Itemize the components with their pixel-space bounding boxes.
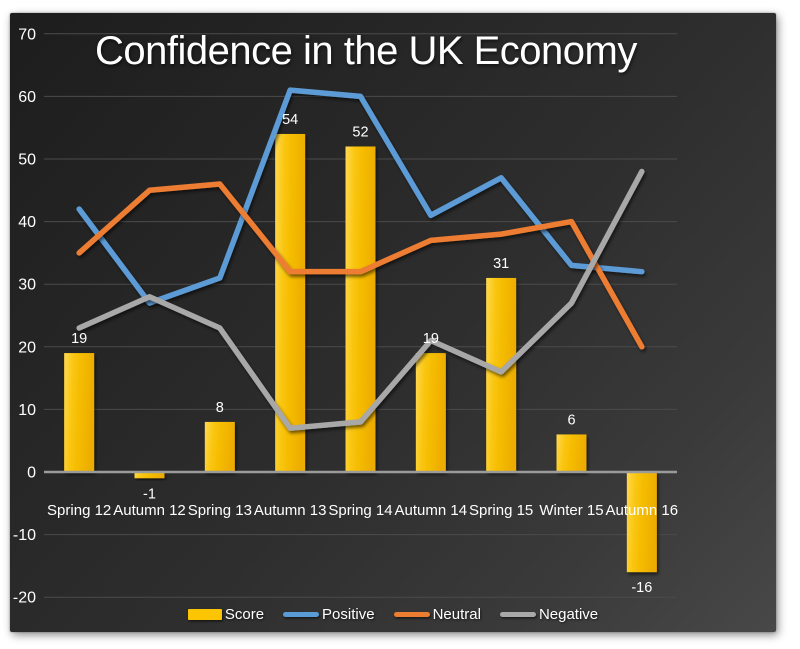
bar-score-6 [486,277,517,472]
legend-label-positive: Positive [322,605,375,623]
bar-score-8 [626,472,657,573]
bar-label-1: -1 [143,486,156,502]
bar-score-5 [415,353,446,472]
chart-title: Confidence in the UK Economy [95,29,637,73]
y-axis-label-40: 40 [18,214,36,231]
y-axis-label--20: -20 [13,590,36,607]
legend-label-score: Score [224,605,265,623]
legend-line-neutral [393,611,430,617]
y-axis-label-10: 10 [18,402,36,419]
y-axis-label-60: 60 [18,89,36,106]
bar-score-3 [275,133,306,472]
bar-label-3: 54 [282,112,298,128]
legend-line-positive [283,611,320,617]
line-negative [76,168,645,431]
x-axis-label-autumn-14: Autumn 14 [395,502,468,519]
x-axis-label-spring-15: Spring 15 [469,502,533,519]
y-axis-label-70: 70 [18,26,36,43]
x-axis-label-spring-14: Spring 14 [328,502,392,519]
legend-item-positive: Positive [283,606,375,623]
bar-score-0 [64,353,95,472]
bar-score-2 [204,421,235,472]
line-neutral [76,181,645,350]
legend-label-negative: Negative [538,605,599,623]
x-axis-label-spring-12: Spring 12 [47,502,111,519]
bar-label-5: 19 [423,331,439,347]
x-axis-label-autumn-12: Autumn 12 [113,502,186,519]
y-axis-label-0: 0 [27,465,36,482]
bar-label-0: 19 [71,331,87,347]
x-axis-label-winter-15: Winter 15 [539,502,603,519]
x-axis-label-autumn-16: Autumn 16 [606,502,679,519]
y-axis-label-50: 50 [18,152,36,169]
legend: Score Positive Neutral Negative [10,603,776,625]
bar-label-8: -16 [631,580,652,596]
bar-score-7 [556,434,587,472]
legend-label-neutral: Neutral [432,605,481,623]
legend-swatch-score [187,608,222,620]
chart-panel: Confidence in the UK Economy Spring 12 Au… [10,13,776,632]
x-axis-label-autumn-13: Autumn 13 [254,502,327,519]
bar-score-1 [134,472,165,479]
bar-label-6: 31 [493,256,509,272]
bar-label-2: 8 [216,400,224,416]
line-positive [76,87,645,306]
legend-item-negative: Negative [499,605,599,623]
bar-label-7: 6 [567,412,575,428]
legend-item-score: Score [187,605,265,623]
y-axis-label--10: -10 [13,527,36,544]
legend-line-negative [499,611,536,617]
x-axis-label-spring-13: Spring 13 [188,502,252,519]
legend-item-neutral: Neutral [393,605,481,623]
y-axis-label-20: 20 [18,339,36,356]
y-axis-label-30: 30 [18,277,36,294]
bar-label-4: 52 [352,124,368,140]
plot-area: Spring 12 Autumn 12 Spring 13 Autumn 13 Spri… [13,26,679,607]
